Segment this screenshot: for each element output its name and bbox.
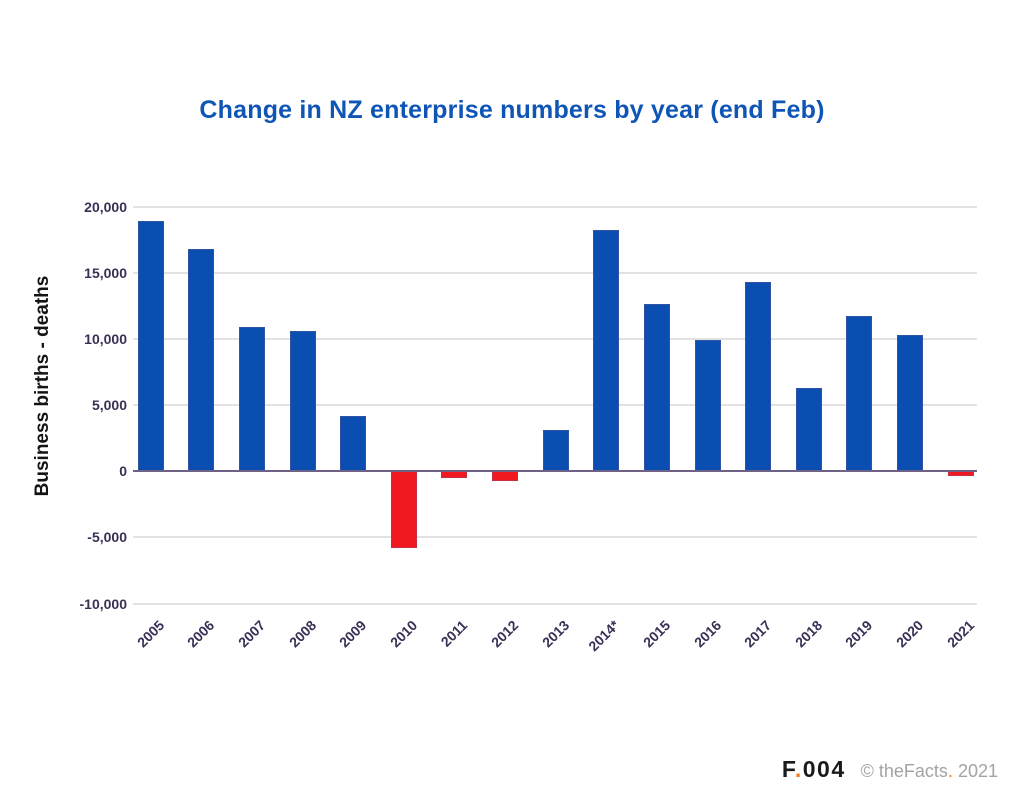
bar-2014 (593, 230, 620, 472)
copyright-text: © theFacts. 2021 (861, 761, 998, 782)
bar-2007 (238, 326, 265, 472)
bar-2015 (643, 304, 670, 472)
bar-2018 (795, 387, 822, 472)
brand-logo: F.004 (782, 756, 846, 783)
bar-2005 (137, 221, 164, 472)
brand-f: F (781, 756, 795, 782)
bar-2010 (390, 471, 417, 548)
x-tick-label: 2011 (437, 617, 471, 650)
gridline (133, 337, 977, 340)
x-tick-label: 2018 (791, 617, 826, 651)
x-tick-label: 2015 (639, 617, 674, 651)
chart-title: Change in NZ enterprise numbers by year … (199, 96, 825, 124)
x-tick-label: 2007 (234, 617, 269, 651)
x-tick-label: 2020 (893, 617, 927, 651)
y-tick-label: 20,000 (84, 198, 127, 215)
bar-2020 (897, 334, 924, 472)
copyright-year: 2021 (957, 761, 998, 781)
footer: F.004 © theFacts. 2021 (782, 756, 998, 783)
bar-2019 (846, 316, 873, 472)
y-tick-label: 0 (119, 463, 127, 480)
x-tick-label: 2006 (184, 617, 218, 651)
gridline (133, 404, 977, 406)
brand-dot: . (794, 756, 803, 782)
bar-2006 (188, 248, 215, 472)
y-tick-label: -5,000 (87, 529, 127, 546)
gridline (133, 536, 977, 539)
x-tick-label: 2014* (585, 617, 623, 655)
x-tick-label: 2019 (842, 617, 876, 651)
zero-line (133, 470, 977, 473)
y-tick-label: 15,000 (84, 264, 127, 281)
x-tick-label: 2021 (943, 617, 978, 651)
x-tick-label: 2017 (741, 617, 775, 651)
x-tick-label: 2016 (690, 617, 724, 651)
x-tick-label: 2008 (285, 617, 319, 651)
copyright-pre: © theFacts (860, 761, 948, 781)
gridline (133, 271, 977, 274)
y-tick-label: -10,000 (79, 595, 127, 612)
x-tick-label: 2010 (386, 617, 421, 651)
y-tick-label: 5,000 (91, 397, 127, 413)
brand-number: 004 (802, 756, 846, 782)
bar-2009 (340, 415, 367, 472)
gridline (133, 602, 977, 605)
bar-2012 (492, 471, 519, 482)
bar-2016 (694, 340, 721, 472)
copyright-dot: . (947, 761, 953, 781)
bar-2008 (289, 330, 316, 472)
y-tick-label: 10,000 (84, 330, 127, 347)
gridline (133, 205, 977, 208)
bar-2013 (542, 430, 569, 472)
x-tick-label: 2009 (336, 617, 370, 651)
x-tick-label: 2012 (488, 617, 522, 651)
bar-2017 (745, 281, 772, 472)
x-tick-label: 2005 (133, 617, 168, 651)
x-tick-label: 2013 (538, 617, 573, 651)
